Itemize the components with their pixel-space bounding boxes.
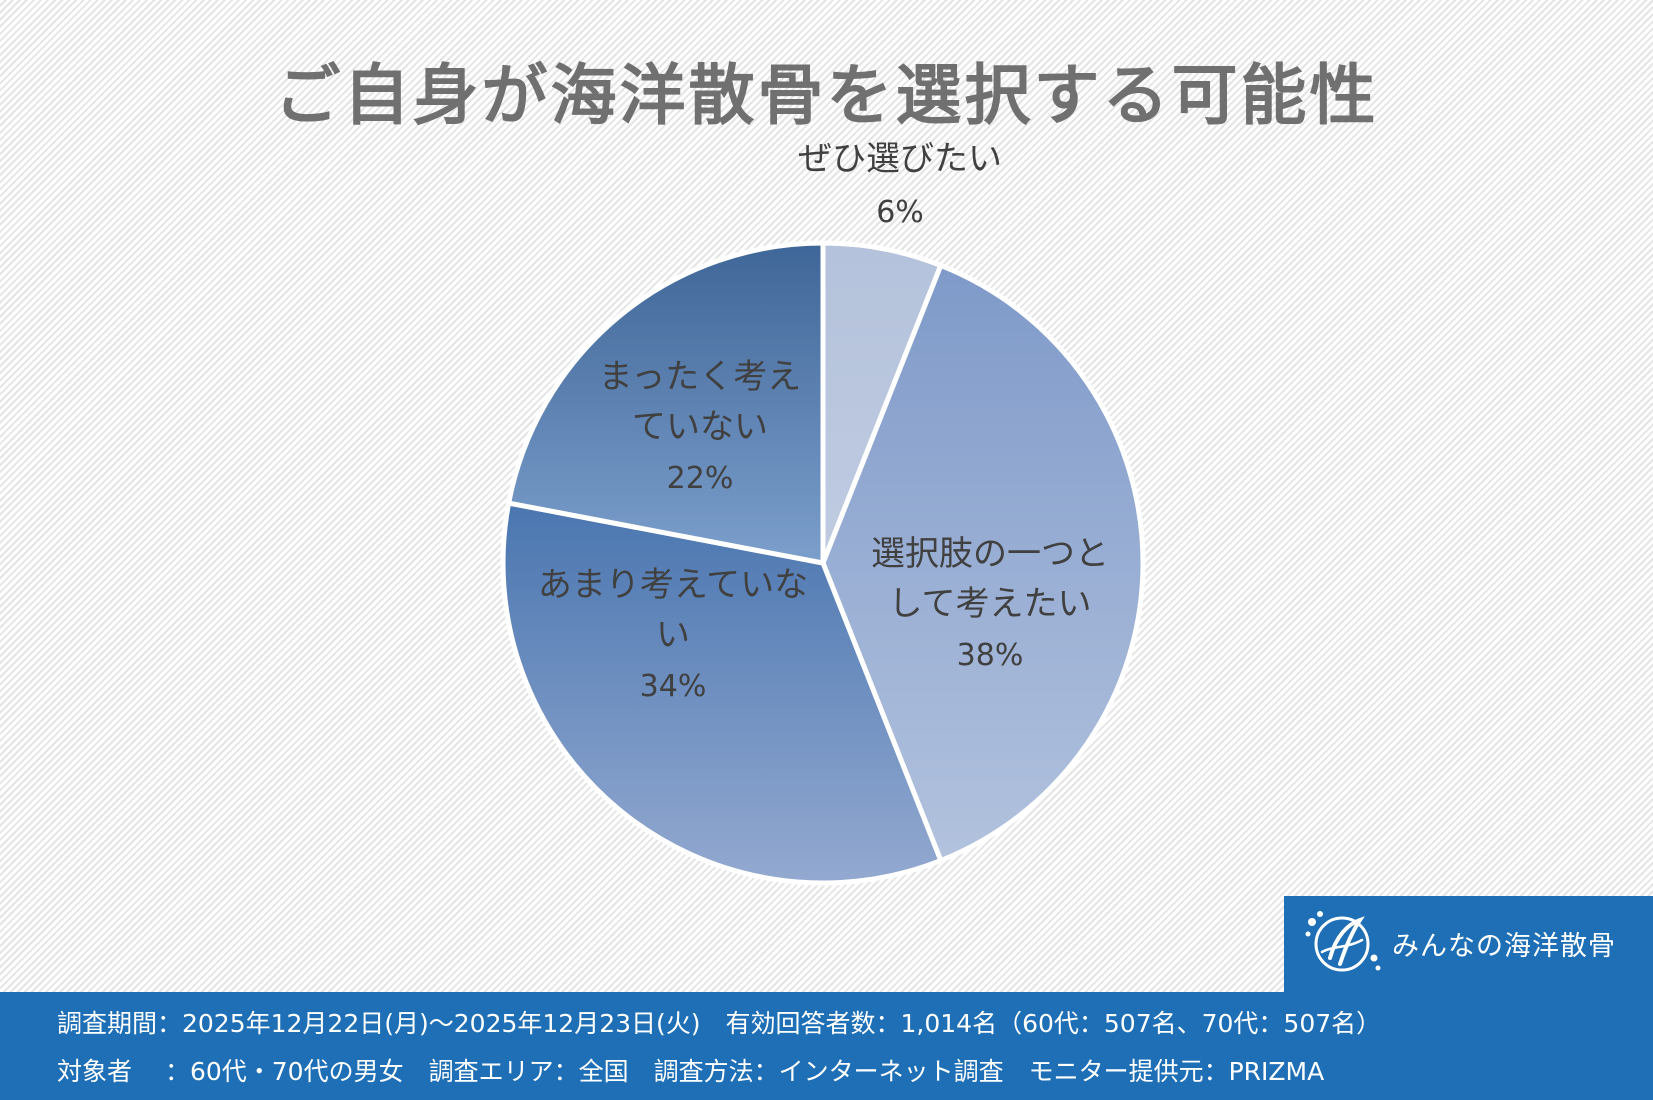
slice-value-label: 34% [640,669,707,704]
slice-label: ていない [632,407,768,447]
slice-label: まったく考え [599,357,802,397]
slice-value-label: 6% [876,195,924,230]
slice-label: ぜひ選びたい [798,139,1002,179]
pie-slice [506,240,826,566]
survey-footer: 調査期間：2025年12月22日(月)～2025年12月23日(火) 有効回答者… [0,992,1653,1100]
brand-name: みんなの海洋散骨 [1392,931,1616,962]
brand-logo: みんなの海洋散骨 [1284,896,1653,992]
slice-label: い [656,615,690,655]
slice-label: あまり考えていな [538,565,808,605]
slice-value-label: 22% [667,461,734,496]
wave-circle-icon [1305,911,1381,972]
slice-value-label: 38% [957,638,1024,673]
chart-title: ご自身が海洋散骨を選択する可能性 [274,57,1379,134]
slice-label: 選択肢の一つと [871,534,1109,574]
slice-label: して考えたい [889,584,1092,624]
pie-slice [820,262,1146,864]
survey-method-text: 対象者 ：60代・70代の男女 調査エリア：全国 調査方法：インターネット調査 … [57,1057,1325,1086]
survey-period-text: 調査期間：2025年12月22日(月)～2025年12月23日(火) 有効回答者… [57,1009,1382,1038]
pie-slice [500,500,944,886]
